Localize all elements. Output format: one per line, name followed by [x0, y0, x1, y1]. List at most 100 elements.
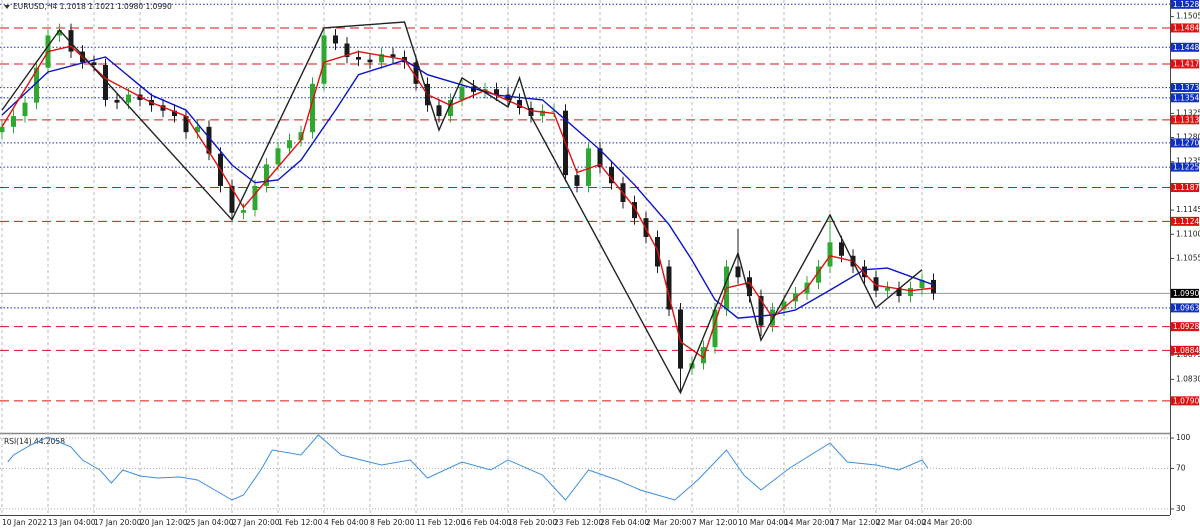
candle-body — [275, 148, 281, 165]
candle-body — [195, 126, 200, 133]
x-tick-label: 16 Feb 04:00 — [462, 518, 511, 527]
candle-body — [321, 35, 327, 84]
candle-body — [919, 279, 925, 288]
candle-body — [298, 132, 304, 141]
x-tick-label: 1 Feb 12:00 — [278, 518, 323, 527]
candle-body — [666, 266, 672, 310]
x-tick-label: 27 Jan 20:00 — [232, 518, 280, 527]
x-tick-label: 20 Jan 12:00 — [140, 518, 188, 527]
candle-body — [540, 110, 545, 117]
candle-body — [413, 62, 419, 84]
level-price-box — [1171, 115, 1199, 125]
candle-body — [701, 347, 706, 364]
level-price-label: 1.1225 — [1173, 163, 1199, 172]
candle-body — [68, 30, 74, 52]
candle-body — [471, 86, 476, 92]
level-price-box — [1171, 23, 1199, 33]
menu-arrow[interactable] — [4, 5, 10, 9]
candle-body — [597, 148, 603, 168]
candle-body — [126, 94, 131, 103]
candle-body — [448, 99, 453, 117]
level-price-label: 1.1528 — [1173, 0, 1199, 9]
candle-body — [103, 65, 108, 100]
level-price-box — [1171, 42, 1199, 52]
rsi-title: RSI(14) 44.2058 — [4, 437, 65, 446]
candle-body — [862, 266, 867, 278]
level-price-box — [1171, 322, 1199, 332]
x-tick-label: 11 Feb 12:00 — [416, 518, 465, 527]
level-price-label: 1.1448 — [1173, 43, 1199, 52]
candle-body — [0, 126, 5, 133]
level-price-label: 1.0963 — [1173, 303, 1199, 312]
x-tick-label: 14 Mar 20:00 — [784, 518, 834, 527]
candle-body — [712, 309, 718, 348]
level-price-label: 1.1484 — [1173, 23, 1199, 32]
level-price-label: 1.0928 — [1173, 322, 1199, 331]
x-tick-label: 24 Mar 20:00 — [922, 518, 972, 527]
candle-body — [931, 279, 936, 294]
y-tick-label: 1.1145 — [1176, 205, 1200, 214]
x-tick-label: 10 Jan 2022 — [2, 518, 47, 527]
level-price-label: 1.1373 — [1173, 83, 1199, 92]
candle-body — [241, 210, 246, 213]
x-tick-label: 28 Feb 04:00 — [600, 518, 649, 527]
x-tick-label: 4 Feb 04:00 — [324, 518, 369, 527]
candle-body — [735, 266, 741, 278]
candle-body — [22, 102, 28, 117]
last-price-box — [1171, 288, 1199, 298]
level-price-box — [1171, 0, 1199, 9]
candle-body — [574, 175, 580, 186]
candle-body — [436, 105, 442, 117]
level-price-box — [1171, 83, 1199, 93]
candle-body — [252, 185, 258, 211]
x-tick-label: 17 Jan 20:00 — [94, 518, 142, 527]
level-price-box — [1171, 183, 1199, 193]
level-price-label: 1.0884 — [1173, 346, 1199, 355]
candle-body — [57, 30, 62, 36]
candle-body — [827, 242, 833, 267]
candle-body — [528, 108, 534, 117]
y-tick-label: 1.1505 — [1176, 12, 1200, 21]
level-price-label: 1.0790 — [1173, 396, 1199, 405]
candle-body — [459, 86, 465, 100]
overlay-line — [1, 21, 923, 395]
candle-body — [344, 43, 350, 57]
y-tick-label: 1.1280 — [1176, 133, 1200, 142]
level-price-box — [1171, 303, 1199, 313]
candle-body — [287, 140, 292, 149]
level-price-label: 1.1354 — [1173, 93, 1199, 102]
level-price-label: 1.1124 — [1173, 217, 1199, 226]
candle-body — [379, 54, 384, 63]
candle-body — [206, 126, 212, 154]
level-price-box — [1171, 216, 1199, 226]
candle-body — [114, 99, 120, 103]
candle-body — [229, 185, 235, 213]
x-tick-label: 13 Jan 04:00 — [48, 518, 96, 527]
candle-body — [758, 296, 764, 326]
candle-body — [183, 116, 189, 133]
candle-body — [885, 288, 890, 291]
x-tick-label: 17 Mar 12:00 — [830, 518, 880, 527]
candle-body — [816, 266, 821, 283]
candle-body — [356, 56, 361, 60]
chart-title: EURUSD,H4 1.1018 1.1021 1.0980 1.0990 — [13, 2, 172, 11]
y-tick-label: 1.1325 — [1176, 108, 1200, 117]
candle-body — [333, 35, 338, 44]
level-price-box — [1171, 396, 1199, 406]
candle-body — [34, 67, 39, 103]
candle-body — [91, 62, 97, 66]
candle-body — [494, 89, 499, 95]
candle-body — [551, 110, 557, 112]
x-tick-label: 7 Mar 12:00 — [692, 518, 738, 527]
level-price-box — [1171, 345, 1199, 355]
candle-body — [264, 164, 269, 186]
candle-body — [11, 116, 16, 127]
y-tick-label: 70 — [1176, 463, 1186, 472]
candle-body — [839, 242, 844, 256]
overlay-line — [1, 45, 934, 360]
level-price-box — [1171, 162, 1199, 172]
y-tick-label: 100 — [1176, 433, 1191, 442]
level-price-box — [1171, 59, 1199, 69]
x-tick-label: 18 Feb 20:00 — [508, 518, 557, 527]
